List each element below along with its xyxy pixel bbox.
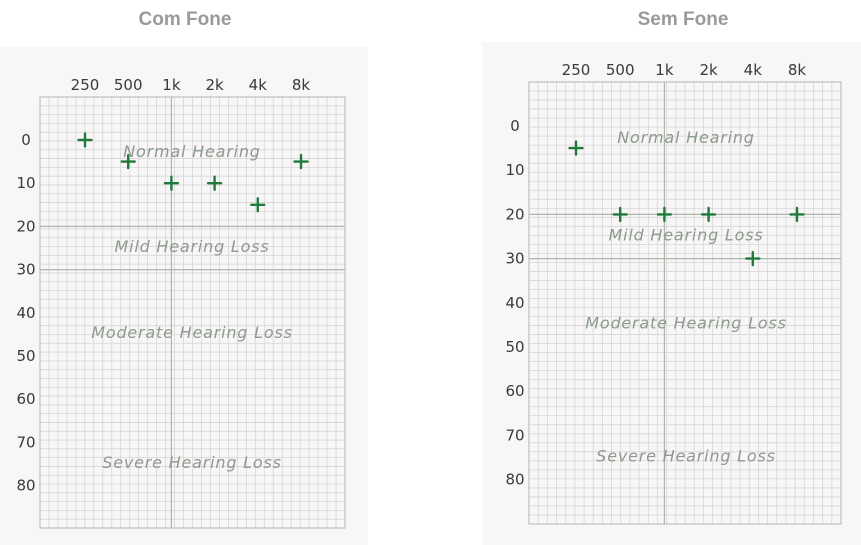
y-tick-label: 80	[505, 471, 524, 489]
band-label: Moderate Hearing Loss	[585, 314, 786, 333]
x-tick-label: 250	[562, 61, 591, 79]
data-point-1k	[656, 206, 673, 223]
x-tick-label: 1k	[162, 76, 181, 94]
band-label: Mild Hearing Loss	[609, 225, 764, 244]
chart-title-sem-fone: Sem Fone	[637, 9, 729, 30]
x-tick-label: 4k	[249, 76, 268, 94]
band-label: Severe Hearing Loss	[102, 453, 281, 472]
x-tick-label: 1k	[655, 61, 674, 79]
y-tick-label: 0	[21, 131, 31, 149]
x-tick-label: 250	[71, 76, 100, 94]
y-tick-label: 50	[505, 338, 524, 356]
chart-title-com-fone: Com Fone	[138, 9, 232, 30]
data-point-250	[568, 140, 584, 156]
data-point-500	[120, 153, 136, 170]
y-tick-label: 50	[16, 347, 35, 365]
x-tick-label: 4k	[744, 61, 763, 79]
band-label: Severe Hearing Loss	[596, 446, 775, 465]
y-tick-label: 30	[505, 250, 524, 268]
y-tick-label: 30	[16, 261, 35, 279]
band-label: Mild Hearing Loss	[115, 237, 270, 256]
y-tick-label: 10	[505, 161, 524, 179]
x-tick-label: 2k	[205, 76, 224, 94]
y-tick-label: 0	[510, 117, 520, 135]
data-point-4k	[745, 250, 761, 267]
y-tick-label: 60	[505, 382, 524, 400]
band-label: Normal Hearing	[123, 142, 260, 161]
x-tick-label: 500	[114, 76, 143, 94]
y-tick-label: 70	[16, 433, 35, 451]
y-tick-label: 40	[505, 294, 524, 312]
data-point-4k	[250, 197, 266, 213]
y-tick-label: 20	[505, 205, 524, 223]
data-point-500	[612, 206, 628, 223]
x-tick-label: 500	[606, 61, 635, 79]
data-point-250	[77, 132, 93, 148]
y-tick-label: 20	[16, 217, 35, 235]
data-point-8k	[293, 153, 309, 170]
grid-sem-fone	[528, 81, 842, 525]
y-tick-label: 10	[16, 174, 35, 192]
band-label: Moderate Hearing Loss	[91, 323, 292, 342]
audiogram-card-com-fone	[0, 47, 368, 545]
data-point-8k	[789, 206, 805, 223]
y-tick-label: 40	[16, 304, 35, 322]
x-tick-label: 8k	[292, 76, 311, 94]
y-tick-label: 80	[16, 477, 35, 495]
data-point-2k	[206, 175, 223, 191]
y-tick-label: 60	[16, 390, 35, 408]
y-tick-label: 70	[505, 426, 524, 444]
data-point-2k	[700, 206, 717, 223]
x-tick-label: 8k	[788, 61, 807, 79]
x-tick-label: 2k	[699, 61, 718, 79]
grid-frame	[528, 81, 842, 525]
band-label: Normal Hearing	[617, 128, 754, 147]
grid-frame	[39, 96, 346, 529]
data-point-1k	[163, 175, 180, 191]
grid-com-fone	[39, 96, 346, 529]
